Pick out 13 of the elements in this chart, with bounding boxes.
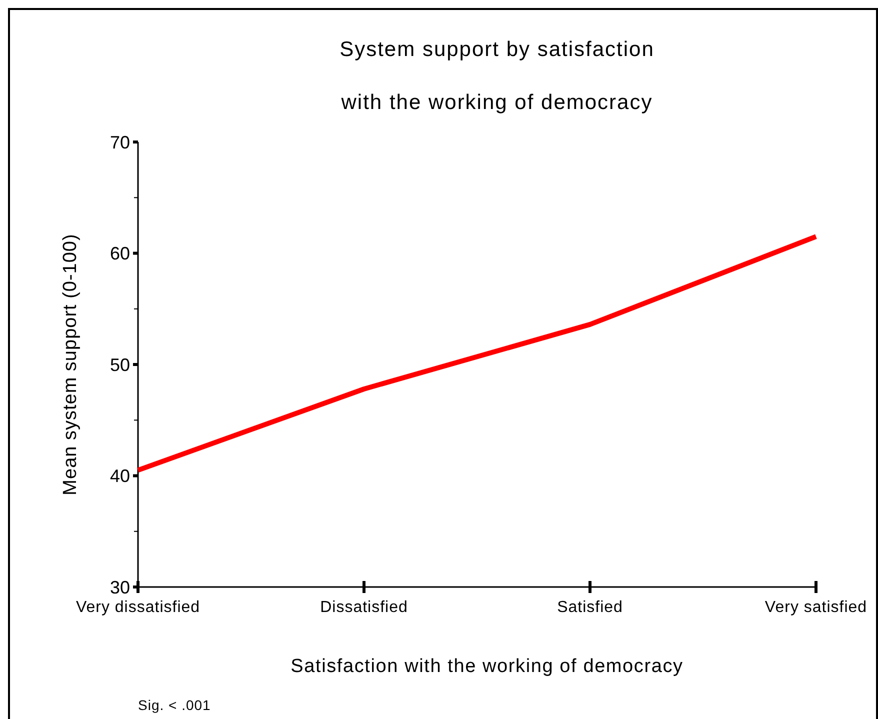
y-tick-label: 40	[110, 466, 130, 486]
chart-title: System support by satisfaction with the working of democracy	[340, 38, 654, 114]
y-tick-label: 30	[110, 577, 130, 598]
y-tick-label: 50	[110, 354, 130, 375]
x-axis-title: Satisfaction with the working of democracy	[290, 656, 684, 677]
text: Sig. < .001	[138, 697, 211, 713]
x-tick-label: Dissatisfied	[320, 599, 408, 616]
x-tick-label: Satisfied	[557, 599, 623, 616]
y-tick-label: 60	[110, 244, 130, 264]
x-tick-label: Very dissatisfied	[76, 599, 200, 616]
x-tick-label: Very satisfied	[764, 599, 868, 616]
y-tick-label: 70	[110, 132, 130, 152]
y-axis-title: Mean system support (0-100)	[60, 234, 81, 496]
